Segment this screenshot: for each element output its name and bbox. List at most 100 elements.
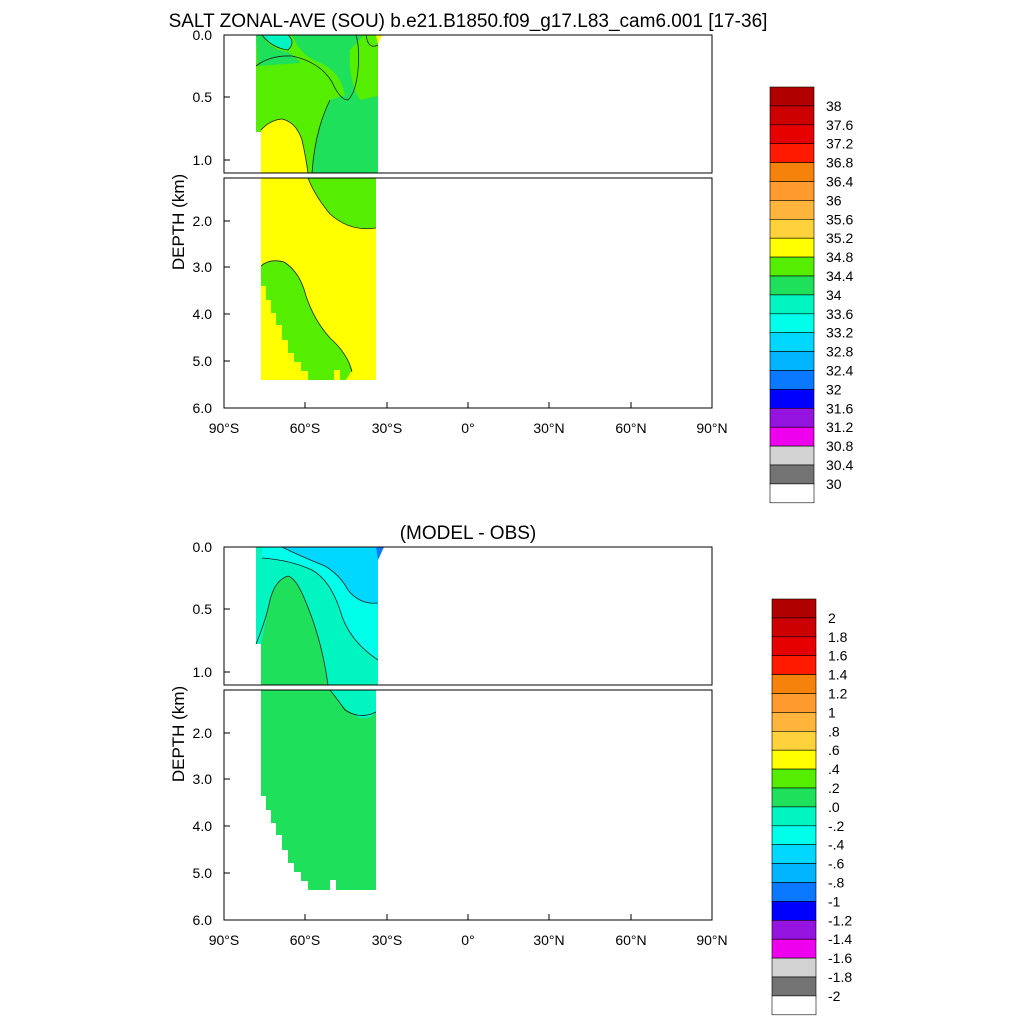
colorbar-label: 36.4	[826, 174, 853, 190]
upper-depth-field	[255, 547, 384, 685]
chart-title: SALT ZONAL-AVE (SOU) b.e21.B1850.f09_g17…	[169, 11, 768, 32]
colorbar-label: 30.8	[826, 438, 853, 454]
colorbar-label: 34.4	[826, 268, 853, 284]
colorbar-label: -1.6	[828, 950, 852, 966]
colorbar-label: -.6	[828, 856, 845, 872]
colorbar-swatch	[771, 712, 817, 732]
x-tick-label: 0°	[461, 932, 474, 948]
colorbar-swatch	[769, 124, 815, 145]
colorbar-label: 34	[826, 287, 842, 303]
region-surface-blue	[376, 547, 384, 560]
colorbar-swatch	[771, 749, 817, 770]
colorbar-swatch	[771, 919, 817, 940]
colorbar-label: .8	[828, 723, 840, 739]
region-neg0.6-neg0.4	[282, 547, 378, 604]
colorbar-swatch	[769, 332, 815, 352]
region-neg0.2-0.0-deep	[330, 690, 376, 719]
x-tick-label: 90°S	[209, 420, 240, 436]
colorbar-swatch	[771, 674, 817, 694]
colorbar-swatch	[769, 464, 815, 485]
colorbar-label: 32	[826, 381, 842, 397]
colorbar-swatch	[769, 426, 815, 447]
contour-lines-lower	[260, 178, 377, 373]
y-axis-label: DEPTH (km)	[169, 174, 188, 270]
y-tick-label: 2.0	[193, 213, 213, 229]
colorbar-salinity: 38 37.6 37.2 36.8 36.4 36 35.6 35.2 34.8 34.4 34 33…	[769, 86, 853, 504]
y-tick-label: 0.0	[193, 27, 213, 43]
colorbar-swatch	[771, 901, 817, 921]
colorbar-swatch	[771, 730, 817, 751]
chart-title: (MODEL - OBS)	[400, 523, 537, 544]
x-axis: 90°S 60°S 30°S 0° 30°N 60°N 90°N	[209, 914, 728, 948]
colorbar-swatch	[771, 768, 817, 789]
colorbar-swatch	[769, 275, 815, 296]
colorbar-swatch	[769, 181, 815, 201]
colorbar-label: 30	[826, 476, 842, 492]
colorbar-label: .2	[828, 780, 840, 796]
region-34.4-34.8-deep-lower	[261, 260, 352, 380]
colorbar-swatch	[769, 162, 815, 182]
colorbar-swatch	[769, 313, 815, 333]
x-tick-label: 60°S	[290, 932, 321, 948]
x-tick-label: 30°S	[372, 420, 403, 436]
colorbar-swatch	[769, 407, 815, 428]
colorbar-swatch	[769, 200, 815, 220]
colorbar-swatch	[771, 787, 817, 808]
colorbar-swatch	[769, 445, 815, 466]
y-tick-label: 5.0	[193, 865, 213, 881]
lower-depth-field	[261, 690, 377, 890]
colorbar-label: 1.4	[828, 667, 848, 683]
y-tick-label: 0.5	[193, 89, 213, 105]
contour-lines-lower-diff	[329, 690, 377, 716]
plot-frame-upper	[223, 34, 713, 174]
colorbar-label: -.4	[828, 837, 845, 853]
colorbar-label: 36	[826, 192, 842, 208]
region-0.0-0.2-deep	[261, 690, 376, 890]
plot-frame-upper	[223, 546, 713, 686]
colorbar-label: 35.6	[826, 211, 853, 227]
colorbar-swatch	[769, 389, 815, 409]
colorbar-swatch	[769, 105, 815, 126]
colorbar-swatch	[769, 294, 815, 315]
colorbar-label: 37.6	[826, 117, 853, 133]
colorbar-swatch	[769, 483, 815, 504]
lower-depth-field	[260, 178, 377, 380]
colorbar-swatch	[771, 882, 817, 902]
colorbar-label: .4	[828, 761, 840, 777]
x-tick-label: 60°N	[615, 932, 646, 948]
region-surface-salty	[349, 35, 378, 100]
colorbar-label: 31.2	[826, 419, 853, 435]
y-tick-label: 1.0	[193, 664, 213, 680]
region-surface-fresh	[262, 35, 292, 50]
colorbar-label: 38	[826, 98, 842, 114]
x-tick-label: 30°N	[533, 420, 564, 436]
region-34.0-34.4-top	[256, 35, 300, 66]
colorbar-swatch	[769, 237, 815, 258]
colorbar-label: 33.6	[826, 306, 853, 322]
y-tick-label: 6.0	[193, 400, 213, 416]
colorbar-label: 33.2	[826, 325, 853, 341]
colorbar-label: 1.2	[828, 686, 848, 702]
panel-salinity: SALT ZONAL-AVE (SOU) b.e21.B1850.f09_g17…	[169, 11, 853, 504]
colorbar-label: 31.6	[826, 400, 853, 416]
colorbar-label: 1	[828, 704, 836, 720]
colorbar-label: 34.8	[826, 249, 853, 265]
x-tick-label: 90°N	[696, 932, 727, 948]
colorbar-label: -1.8	[828, 969, 852, 985]
region-surface-yellow	[376, 35, 382, 44]
y-tick-label: 0.0	[193, 539, 213, 555]
colorbar-label: 1.8	[828, 629, 848, 645]
y-axis-lower: 2.0 3.0 4.0 5.0 6.0	[193, 725, 230, 928]
colorbar-label: .6	[828, 742, 840, 758]
y-tick-label: 6.0	[193, 912, 213, 928]
x-tick-label: 30°N	[533, 932, 564, 948]
x-tick-label: 0°	[461, 420, 474, 436]
contour-lines-upper	[255, 35, 379, 173]
y-tick-label: 1.0	[193, 152, 213, 168]
colorbar-label: 1.6	[828, 648, 848, 664]
colorbar-swatch	[771, 863, 817, 883]
y-tick-label: 3.0	[193, 259, 213, 275]
colorbar-label: -1.4	[828, 931, 852, 947]
x-axis: 90°S 60°S 30°S 0° 30°N 60°N 90°N	[209, 402, 728, 436]
